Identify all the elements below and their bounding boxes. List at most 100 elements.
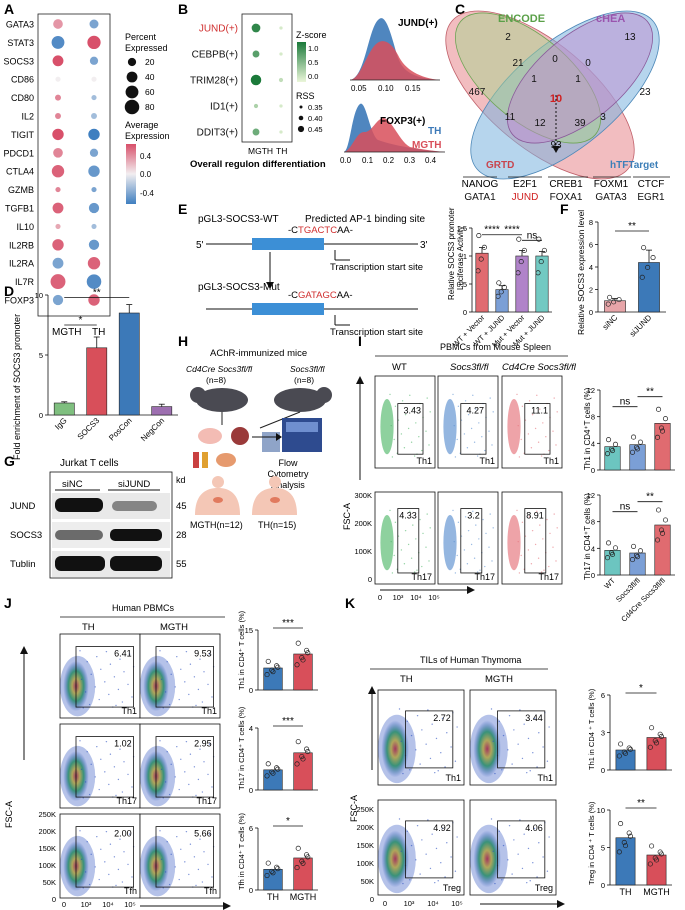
- bar-point: [658, 733, 664, 739]
- panel-label-b: B: [178, 1, 188, 17]
- bar-ytick: 4: [591, 544, 595, 553]
- i-ytick: 0: [368, 575, 372, 584]
- flow-gate-value: 3.44: [525, 713, 543, 723]
- k-ytick: 50K: [361, 877, 374, 886]
- a-size-legend-label: 40: [145, 72, 155, 82]
- bar-point: [645, 264, 651, 271]
- bar-point: [516, 236, 522, 242]
- venn-value: 11: [505, 112, 516, 123]
- b-rss-dot-1: [299, 105, 303, 109]
- k-col-1: TH: [400, 674, 413, 685]
- a-dot: [91, 113, 97, 119]
- flow-gate-value: 1.02: [114, 739, 132, 749]
- venn-value: 467: [469, 87, 486, 98]
- bar-ytick: 12: [587, 491, 595, 500]
- bar-ytick: 6: [589, 241, 593, 250]
- bar-point: [541, 247, 547, 253]
- panel-b-regulon: JUND(+) CEBPB(+) TRIM28(+) ID1(+) DDIT3(+) M…: [190, 13, 445, 170]
- a-dot: [88, 202, 100, 214]
- b-rss-tick-1: 0.35: [308, 103, 323, 112]
- a-gene-label: TIGIT: [11, 130, 34, 140]
- flow-gate: [155, 736, 214, 798]
- a-gene-label: IL2RB: [9, 240, 34, 250]
- bar: [263, 667, 283, 691]
- i-xtick: 10³: [393, 593, 404, 602]
- bar-point: [655, 406, 662, 412]
- a-dot: [50, 274, 66, 290]
- a-size-legend-label: 20: [145, 57, 155, 67]
- flow-gate-label: Th17: [116, 796, 137, 806]
- a-color-title-1: Average: [125, 120, 158, 130]
- flow-gate: [155, 646, 214, 708]
- flow-gate: [497, 710, 546, 769]
- venn-gene: CREB1: [549, 179, 583, 190]
- bar-point: [294, 761, 300, 767]
- bar-point: [612, 545, 619, 551]
- b-dot: [278, 77, 284, 83]
- bar-ytick: 8: [591, 518, 595, 527]
- bar-point: [605, 540, 612, 546]
- e-tss-2: Transcription start site: [330, 327, 423, 338]
- bar-point: [496, 280, 502, 286]
- bar-point: [515, 270, 521, 276]
- b-z-tick-2: 0.5: [308, 58, 318, 67]
- i-ytick: 300K: [354, 491, 372, 500]
- b-dot: [279, 52, 283, 56]
- bar-point: [275, 766, 281, 772]
- bar-point: [654, 537, 661, 543]
- flow-gate: [75, 646, 134, 708]
- b-density2-title: FOXP3(+): [380, 116, 425, 127]
- flow-gate-value: 4.33: [399, 511, 417, 521]
- bar-point: [300, 756, 306, 762]
- bar: [615, 749, 636, 771]
- bar-point: [611, 299, 617, 305]
- bar-point: [305, 650, 311, 656]
- bar-point: [270, 770, 276, 776]
- panel-f-qpcr: Relative SOCS3 expression level 0 2 4 6 8 siN…: [576, 210, 666, 339]
- bar-point: [621, 839, 627, 846]
- bar-point: [618, 741, 624, 747]
- i-col-3: Cd4Cre Socs3fl/fl: [502, 362, 577, 373]
- panel-label-k: K: [345, 595, 355, 611]
- bar-point: [630, 434, 637, 440]
- bar-point: [653, 740, 660, 746]
- bar-point: [476, 233, 482, 239]
- bar-point: [521, 247, 527, 253]
- j-bar-ylabel: Tfh in CD4⁺ T cells (%): [237, 812, 246, 890]
- bar-ytick: 4: [589, 263, 593, 272]
- a-size-title-2: Expressed: [125, 43, 168, 53]
- a-dot: [52, 239, 64, 251]
- h-machine-2: Cytometry: [267, 469, 309, 479]
- bar-point: [294, 662, 300, 668]
- b-regulon-label: CEBPB(+): [192, 50, 238, 61]
- b-density2-tick-3: 0.2: [383, 156, 395, 165]
- panel-h-schematic: AChR-immunized mice Cd4Cre Socs3fl/fl (n…: [186, 348, 332, 530]
- bar-ytick: 0: [601, 766, 605, 775]
- sig-label: ***: [282, 618, 294, 629]
- bar: [53, 402, 75, 416]
- h-thymus-icon: [216, 453, 236, 467]
- g-band-kd-3: 55: [176, 559, 187, 570]
- bar-point: [609, 448, 616, 454]
- g-band-jund-sinc: [55, 498, 103, 512]
- bar-category: siJUND: [628, 313, 654, 339]
- b-rss-dot-2: [298, 115, 304, 121]
- a-dot: [51, 165, 65, 178]
- b-dot: [253, 103, 259, 109]
- panel-i-mouse-flow: PBMCs from Mouse Spleen WT Socs3fl/fl Cd…: [342, 342, 675, 624]
- bar-category: TH: [267, 892, 279, 902]
- k-ytick: 100K: [356, 859, 374, 868]
- a-gene-label: PDCD1: [3, 148, 34, 158]
- bar-category: SOCS3: [76, 416, 102, 442]
- bar-point: [607, 294, 613, 300]
- b-dot: [251, 23, 261, 33]
- bar-point: [305, 854, 311, 860]
- panel-g-western: Jurkat T cells siNC siJUND kd JUND SOCS3…: [10, 458, 187, 579]
- i-yaxis: FSC-A: [342, 503, 352, 530]
- a-color-tick-mid: 0.0: [140, 170, 152, 179]
- e-wt-seq: -CTGACTCAA-: [288, 225, 353, 236]
- a-dot: [53, 147, 63, 158]
- j-yaxis: FSC-A: [4, 801, 14, 828]
- f-ylabel: Relative SOCS3 expression level: [576, 210, 586, 335]
- bar-point: [518, 259, 524, 265]
